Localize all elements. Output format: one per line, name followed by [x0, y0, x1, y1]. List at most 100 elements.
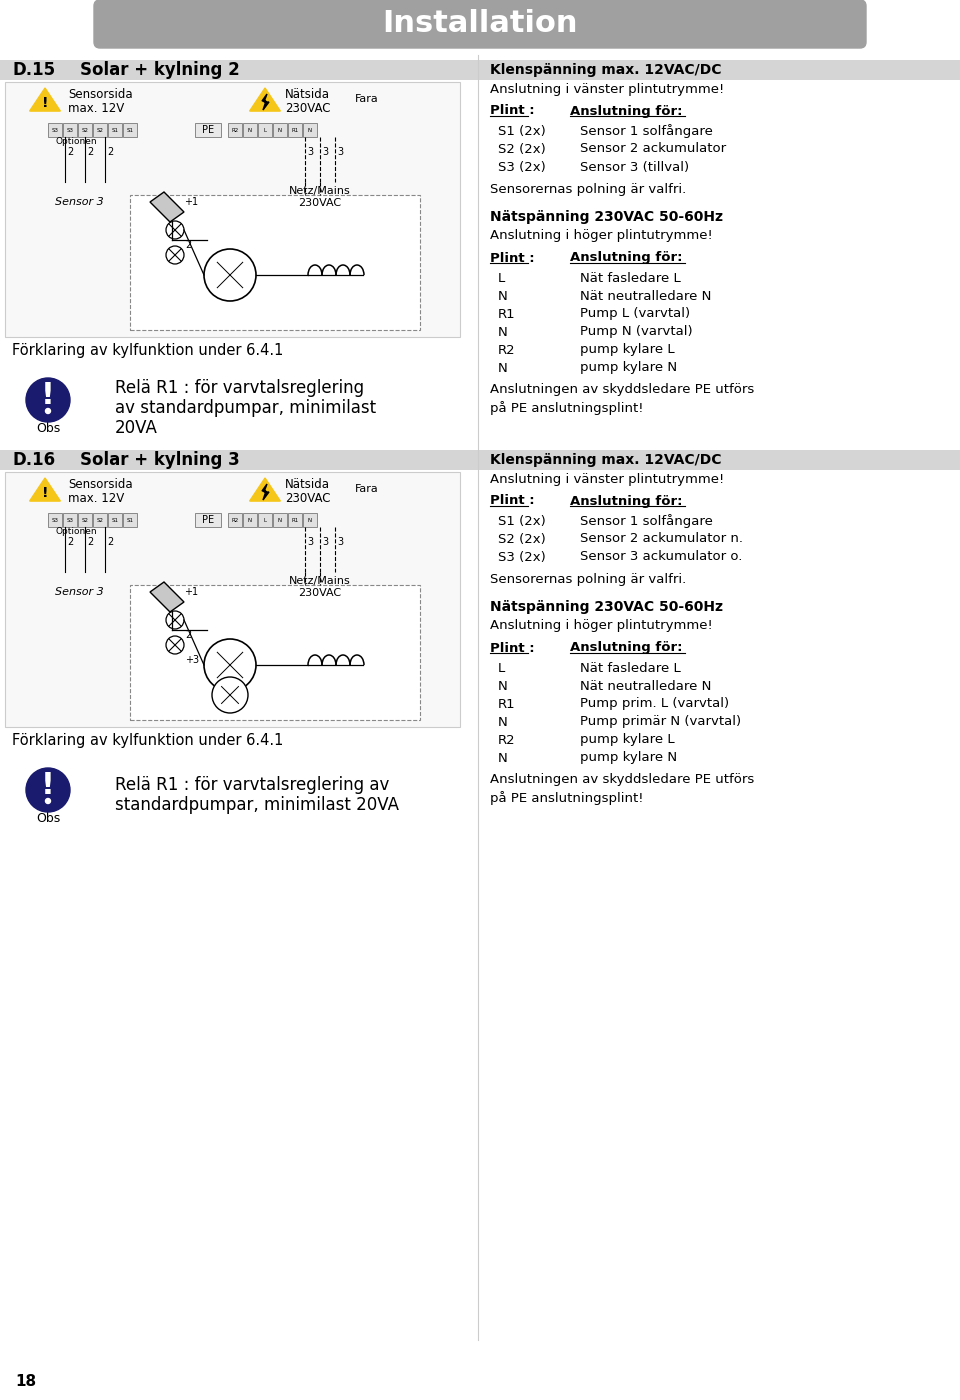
Bar	[303, 123, 317, 137]
Polygon shape	[150, 192, 184, 223]
Text: Sensorsida: Sensorsida	[68, 87, 132, 101]
Text: !: !	[41, 486, 48, 500]
FancyBboxPatch shape	[94, 0, 866, 48]
Text: Solar + kylning 2: Solar + kylning 2	[80, 62, 240, 78]
Text: Anslutning för:: Anslutning för:	[570, 252, 683, 265]
Text: Nät fasledare L: Nät fasledare L	[580, 272, 681, 284]
Text: standardpumpar, minimilast 20VA: standardpumpar, minimilast 20VA	[115, 797, 399, 813]
Text: på PE anslutningsplint!: på PE anslutningsplint!	[490, 791, 643, 805]
Text: N: N	[498, 326, 508, 339]
Text: Pump N (varvtal): Pump N (varvtal)	[580, 326, 692, 339]
Bar	[93, 123, 107, 137]
Text: R2: R2	[231, 518, 239, 522]
Text: Plint :: Plint :	[490, 641, 535, 655]
Circle shape	[26, 769, 70, 812]
Text: 2: 2	[185, 239, 191, 251]
Bar	[273, 123, 287, 137]
Text: D.16: D.16	[12, 451, 55, 469]
Text: R2: R2	[231, 127, 239, 133]
Text: 2: 2	[87, 538, 93, 547]
Circle shape	[166, 610, 184, 629]
Text: Anslutning för:: Anslutning för:	[570, 494, 683, 508]
Text: Pump L (varvtal): Pump L (varvtal)	[580, 308, 690, 321]
Text: R1: R1	[498, 308, 516, 321]
Circle shape	[26, 378, 70, 421]
Bar	[93, 512, 107, 526]
Text: Plint :: Plint :	[490, 105, 535, 118]
Text: Nät neutralledare N: Nät neutralledare N	[580, 679, 711, 693]
Bar	[63, 123, 77, 137]
Text: S2: S2	[97, 518, 104, 522]
Bar	[63, 512, 77, 526]
Text: Solar + kylning 3: Solar + kylning 3	[80, 451, 240, 469]
Text: Sensor 2 ackumulator: Sensor 2 ackumulator	[580, 143, 726, 155]
Text: N: N	[498, 290, 508, 302]
Text: Netz/Mains
230VAC: Netz/Mains 230VAC	[289, 186, 350, 207]
Text: S3: S3	[52, 127, 59, 133]
Circle shape	[204, 638, 256, 692]
Text: Pump primär N (varvtal): Pump primär N (varvtal)	[580, 715, 741, 728]
Text: Sensor 2 ackumulator n.: Sensor 2 ackumulator n.	[580, 532, 743, 546]
Text: Anslutningen av skyddsledare PE utförs: Anslutningen av skyddsledare PE utförs	[490, 384, 755, 396]
Text: 3: 3	[307, 147, 313, 157]
Text: max. 12V: max. 12V	[68, 102, 124, 115]
Text: N: N	[278, 518, 282, 522]
Text: Nätsida: Nätsida	[285, 477, 330, 490]
Text: 3: 3	[337, 147, 343, 157]
Text: Anslutning i vänster plintutrymme!: Anslutning i vänster plintutrymme!	[490, 473, 724, 486]
Text: Nätsida: Nätsida	[285, 87, 330, 101]
Text: N: N	[498, 715, 508, 728]
Text: pump kylare N: pump kylare N	[580, 361, 677, 374]
Bar	[108, 512, 122, 526]
Circle shape	[166, 221, 184, 239]
Bar	[273, 512, 287, 526]
Text: !: !	[41, 381, 55, 409]
Bar	[195, 123, 221, 137]
Text: !: !	[41, 97, 48, 111]
Bar	[123, 512, 137, 526]
Text: pump kylare L: pump kylare L	[580, 343, 675, 357]
Text: S3: S3	[66, 127, 74, 133]
Text: N: N	[308, 518, 312, 522]
Bar	[288, 512, 302, 526]
Text: N: N	[248, 518, 252, 522]
Text: Anslutning i vänster plintutrymme!: Anslutning i vänster plintutrymme!	[490, 83, 724, 95]
Text: R2: R2	[498, 343, 516, 357]
Text: Sensor 3 (tillval): Sensor 3 (tillval)	[580, 161, 689, 174]
Text: Anslutning i höger plintutrymme!: Anslutning i höger plintutrymme!	[490, 619, 712, 633]
Text: N: N	[278, 127, 282, 133]
Text: 3: 3	[322, 538, 328, 547]
Text: N: N	[248, 127, 252, 133]
Text: S2: S2	[97, 127, 104, 133]
Text: 2: 2	[67, 147, 73, 157]
Text: Plint :: Plint :	[490, 494, 535, 508]
Text: Sensor 3 ackumulator o.: Sensor 3 ackumulator o.	[580, 550, 742, 563]
Text: Förklaring av kylfunktion under 6.4.1: Förklaring av kylfunktion under 6.4.1	[12, 732, 283, 748]
Text: N: N	[498, 752, 508, 764]
Text: +1: +1	[184, 587, 198, 596]
Bar	[243, 512, 257, 526]
Text: L: L	[498, 272, 505, 284]
Bar	[0, 449, 960, 470]
Text: Anslutning i höger plintutrymme!: Anslutning i höger plintutrymme!	[490, 230, 712, 242]
Text: S1 (2x): S1 (2x)	[498, 515, 545, 528]
Text: R1: R1	[498, 697, 516, 711]
Text: max. 12V: max. 12V	[68, 491, 124, 504]
Text: Plint :: Plint :	[490, 252, 535, 265]
Polygon shape	[262, 94, 269, 111]
Text: Relä R1 : för varvtalsreglering: Relä R1 : för varvtalsreglering	[115, 379, 364, 398]
Bar	[195, 512, 221, 526]
Bar	[78, 512, 92, 526]
Text: L: L	[263, 518, 267, 522]
Bar	[5, 83, 460, 337]
Circle shape	[45, 409, 51, 413]
Text: 3: 3	[322, 147, 328, 157]
Text: !: !	[41, 770, 55, 799]
Text: Förklaring av kylfunktion under 6.4.1: Förklaring av kylfunktion under 6.4.1	[12, 343, 283, 357]
Circle shape	[45, 798, 51, 804]
Text: N: N	[498, 679, 508, 693]
Bar	[78, 123, 92, 137]
Text: Sensor 3: Sensor 3	[55, 587, 104, 596]
Text: pump kylare L: pump kylare L	[580, 734, 675, 746]
Text: pump kylare N: pump kylare N	[580, 752, 677, 764]
